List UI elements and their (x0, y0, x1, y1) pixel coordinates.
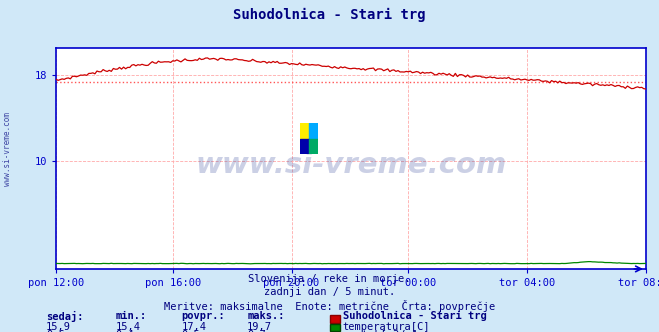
Text: Meritve: maksimalne  Enote: metrične  Črta: povprečje: Meritve: maksimalne Enote: metrične Črta… (164, 300, 495, 312)
Bar (309, 139, 318, 154)
Text: Suhodolnica - Stari trg: Suhodolnica - Stari trg (343, 311, 486, 321)
Text: Suhodolnica - Stari trg: Suhodolnica - Stari trg (233, 8, 426, 23)
Text: www.si-vreme.com: www.si-vreme.com (3, 113, 13, 186)
Text: zadnji dan / 5 minut.: zadnji dan / 5 minut. (264, 287, 395, 297)
Text: 0,5: 0,5 (181, 330, 200, 332)
Text: sedaj:: sedaj: (46, 311, 84, 322)
Text: 0,4: 0,4 (115, 330, 134, 332)
Text: 17,4: 17,4 (181, 322, 206, 332)
Text: min.:: min.: (115, 311, 146, 321)
Text: 19,7: 19,7 (247, 322, 272, 332)
Text: povpr.:: povpr.: (181, 311, 225, 321)
Text: temperatura[C]: temperatura[C] (343, 322, 430, 332)
Text: 0,6: 0,6 (46, 330, 65, 332)
Bar (300, 139, 309, 154)
Text: pretok[m3/s]: pretok[m3/s] (343, 330, 418, 332)
Text: maks.:: maks.: (247, 311, 285, 321)
Text: Slovenija / reke in morje.: Slovenija / reke in morje. (248, 274, 411, 284)
Text: 15,9: 15,9 (46, 322, 71, 332)
Bar (300, 123, 309, 139)
Text: 15,4: 15,4 (115, 322, 140, 332)
Text: 0,7: 0,7 (247, 330, 266, 332)
Text: www.si-vreme.com: www.si-vreme.com (195, 151, 507, 179)
Bar (309, 123, 318, 139)
